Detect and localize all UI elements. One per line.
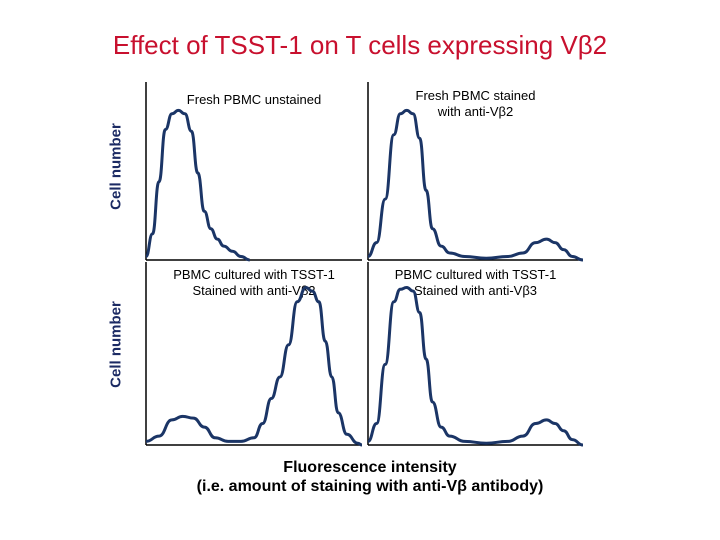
histogram-curve	[367, 108, 584, 262]
panel-title-line: PBMC cultured with TSST-1	[395, 267, 557, 282]
panel-title-line: Fresh PBMC stained	[416, 88, 536, 103]
chart-title: Effect of TSST-1 on T cells expressing V…	[112, 30, 608, 60]
histogram-curve	[144, 108, 250, 262]
panel-title-line: Stained with anti-Vβ2	[192, 283, 315, 298]
panel-title-line: with anti-Vβ2	[437, 104, 513, 119]
panel-title-line: PBMC cultured with TSST-1	[173, 267, 335, 282]
panel-top-left: Fresh PBMC unstained	[144, 82, 362, 262]
panel-title-line: Stained with anti-Vβ3	[414, 283, 537, 298]
x-axis-label: Fluorescence intensity (i.e. amount of s…	[110, 458, 630, 496]
histogram-curve	[145, 286, 363, 447]
histogram-curve	[367, 286, 584, 447]
x-axis-label-line2: (i.e. amount of staining with anti-Vβ an…	[196, 478, 544, 495]
panel-title-line: Fresh PBMC unstained	[187, 92, 321, 107]
x-axis-label-line1: Fluorescence intensity	[283, 459, 457, 476]
